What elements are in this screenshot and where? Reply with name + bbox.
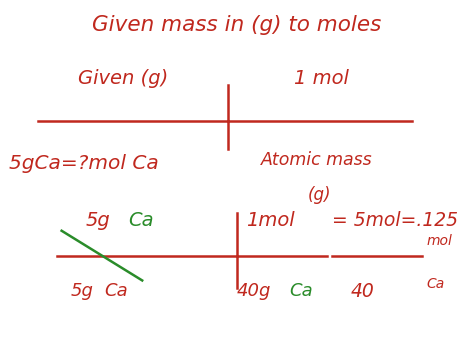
Text: 1mol: 1mol bbox=[246, 211, 295, 230]
Text: Ca: Ca bbox=[128, 211, 154, 230]
Text: 5g: 5g bbox=[71, 282, 94, 300]
Text: = 5mol=.125: = 5mol=.125 bbox=[332, 211, 458, 230]
Text: 5gCa=?mol Ca: 5gCa=?mol Ca bbox=[9, 154, 159, 173]
Text: Atomic mass: Atomic mass bbox=[261, 151, 372, 169]
Text: 1 mol: 1 mol bbox=[294, 69, 349, 88]
Text: 40g: 40g bbox=[237, 282, 272, 300]
Text: (g): (g) bbox=[308, 186, 332, 204]
Text: Ca: Ca bbox=[427, 277, 445, 291]
Text: 40: 40 bbox=[351, 282, 374, 301]
Text: mol: mol bbox=[427, 234, 453, 248]
Text: 5g: 5g bbox=[85, 211, 110, 230]
Text: Given (g): Given (g) bbox=[78, 69, 168, 88]
Text: Given mass in (g) to moles: Given mass in (g) to moles bbox=[92, 15, 382, 35]
Text: Ca: Ca bbox=[289, 282, 313, 300]
Text: Ca: Ca bbox=[104, 282, 128, 300]
